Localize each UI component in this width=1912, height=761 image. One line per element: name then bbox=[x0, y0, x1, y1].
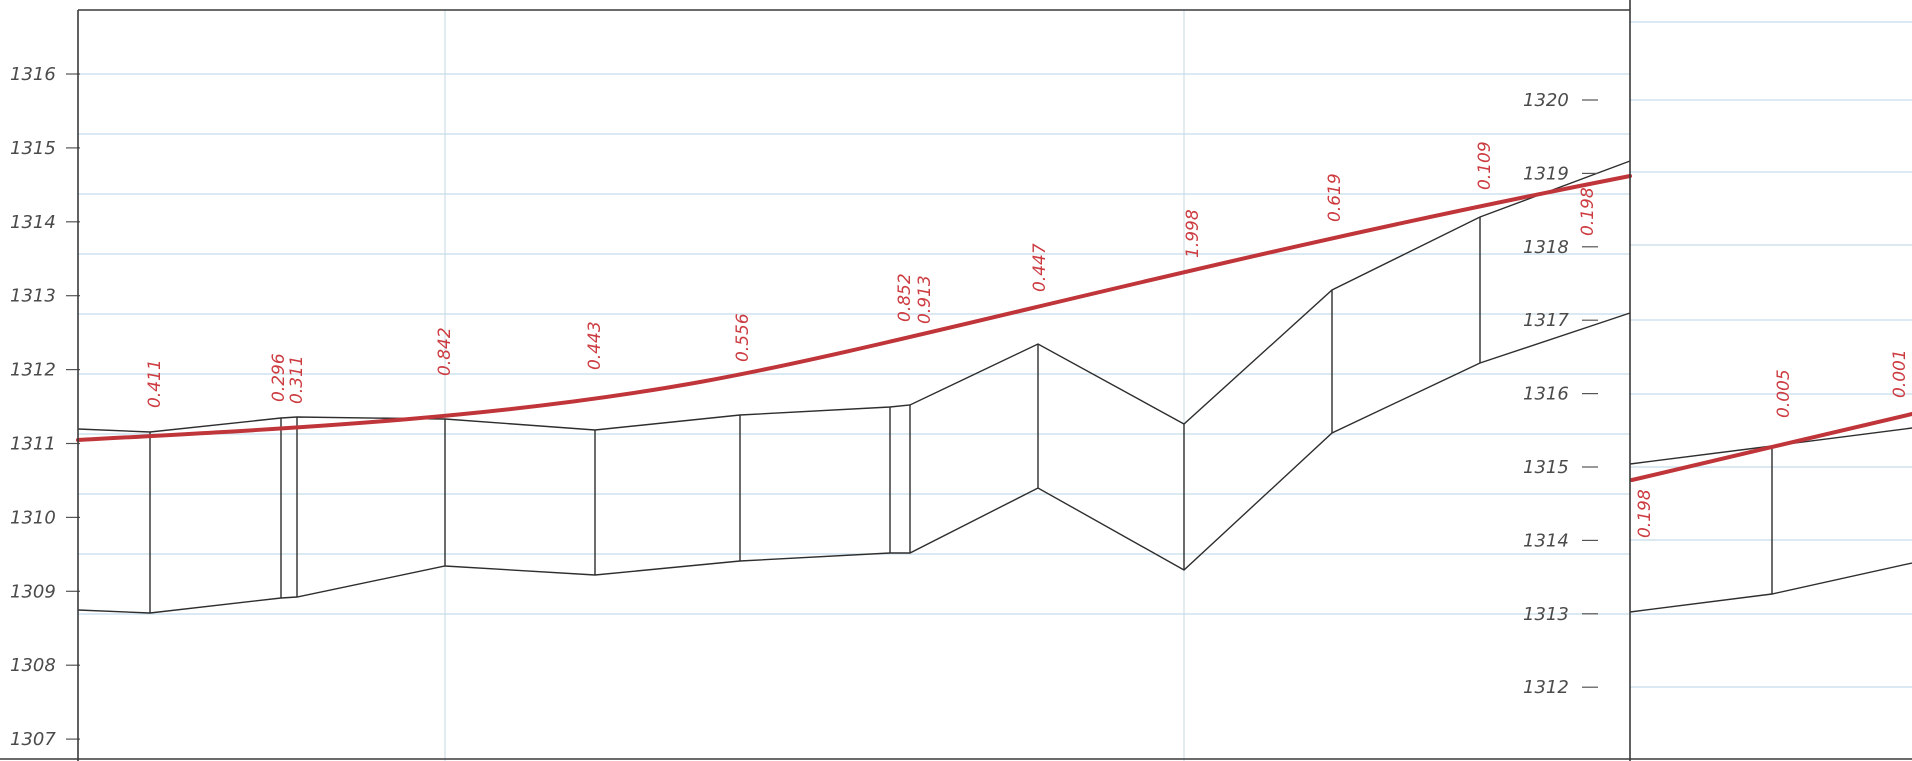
y-axis-label: 1314 bbox=[1523, 530, 1569, 551]
value-label: 0.443 bbox=[585, 321, 605, 370]
value-label: 0.198 bbox=[1578, 187, 1598, 236]
y-axis-label: 1320 bbox=[1523, 90, 1569, 111]
y-axis-label: 1318 bbox=[1523, 237, 1569, 258]
section-outline bbox=[77, 160, 1912, 614]
value-label: 0.556 bbox=[733, 313, 753, 362]
value-label: 0.913 bbox=[915, 275, 935, 324]
y-axis-label: 1315 bbox=[10, 138, 56, 159]
value-label: 0.001 bbox=[1890, 349, 1910, 398]
y-axis-label: 1312 bbox=[10, 360, 56, 381]
y-axis-label: 1307 bbox=[10, 729, 56, 750]
value-label: 0.852 bbox=[895, 273, 915, 322]
elevation-line bbox=[76, 174, 1632, 442]
y-axis-label: 1316 bbox=[1523, 384, 1569, 405]
lower-profile-line bbox=[1629, 562, 1912, 613]
y-axis-label: 1311 bbox=[10, 434, 56, 455]
y-axis-label: 1316 bbox=[10, 64, 56, 85]
axis-labels: 1316 1315 1314 1313 1312 1311 1310 1309 1308 1307… bbox=[10, 64, 1598, 750]
value-label: 0.109 bbox=[1475, 141, 1495, 190]
y-axis-label: 1319 bbox=[1523, 163, 1569, 184]
value-label: 0.198 bbox=[1635, 489, 1655, 538]
value-label: 0.311 bbox=[287, 355, 307, 404]
y-axis-label: 1310 bbox=[10, 507, 56, 528]
grid-lines bbox=[78, 10, 1912, 761]
y-axis-label: 1315 bbox=[1523, 457, 1569, 478]
elevation-line bbox=[1630, 412, 1912, 482]
value-label: 0.619 bbox=[1325, 173, 1345, 222]
lower-profile-line bbox=[77, 312, 1631, 614]
upper-profile-line bbox=[77, 160, 1631, 433]
y-axis-label: 1312 bbox=[1523, 677, 1569, 698]
value-label: 1.998 bbox=[1183, 209, 1203, 258]
y-axis-label: 1313 bbox=[1523, 604, 1569, 625]
y-axis-label: 1313 bbox=[10, 286, 56, 307]
y-axis-label: 1317 bbox=[1523, 310, 1569, 331]
value-label: 0.447 bbox=[1030, 243, 1050, 292]
value-label: 0.411 bbox=[145, 359, 165, 408]
y-axis-label: 1308 bbox=[10, 655, 56, 676]
value-label: 0.842 bbox=[435, 327, 455, 376]
value-label: 0.005 bbox=[1774, 369, 1794, 418]
y-axis-label: 1309 bbox=[10, 581, 56, 602]
value-label: 0.296 bbox=[269, 353, 289, 402]
y-axis-label: 1314 bbox=[10, 212, 56, 233]
